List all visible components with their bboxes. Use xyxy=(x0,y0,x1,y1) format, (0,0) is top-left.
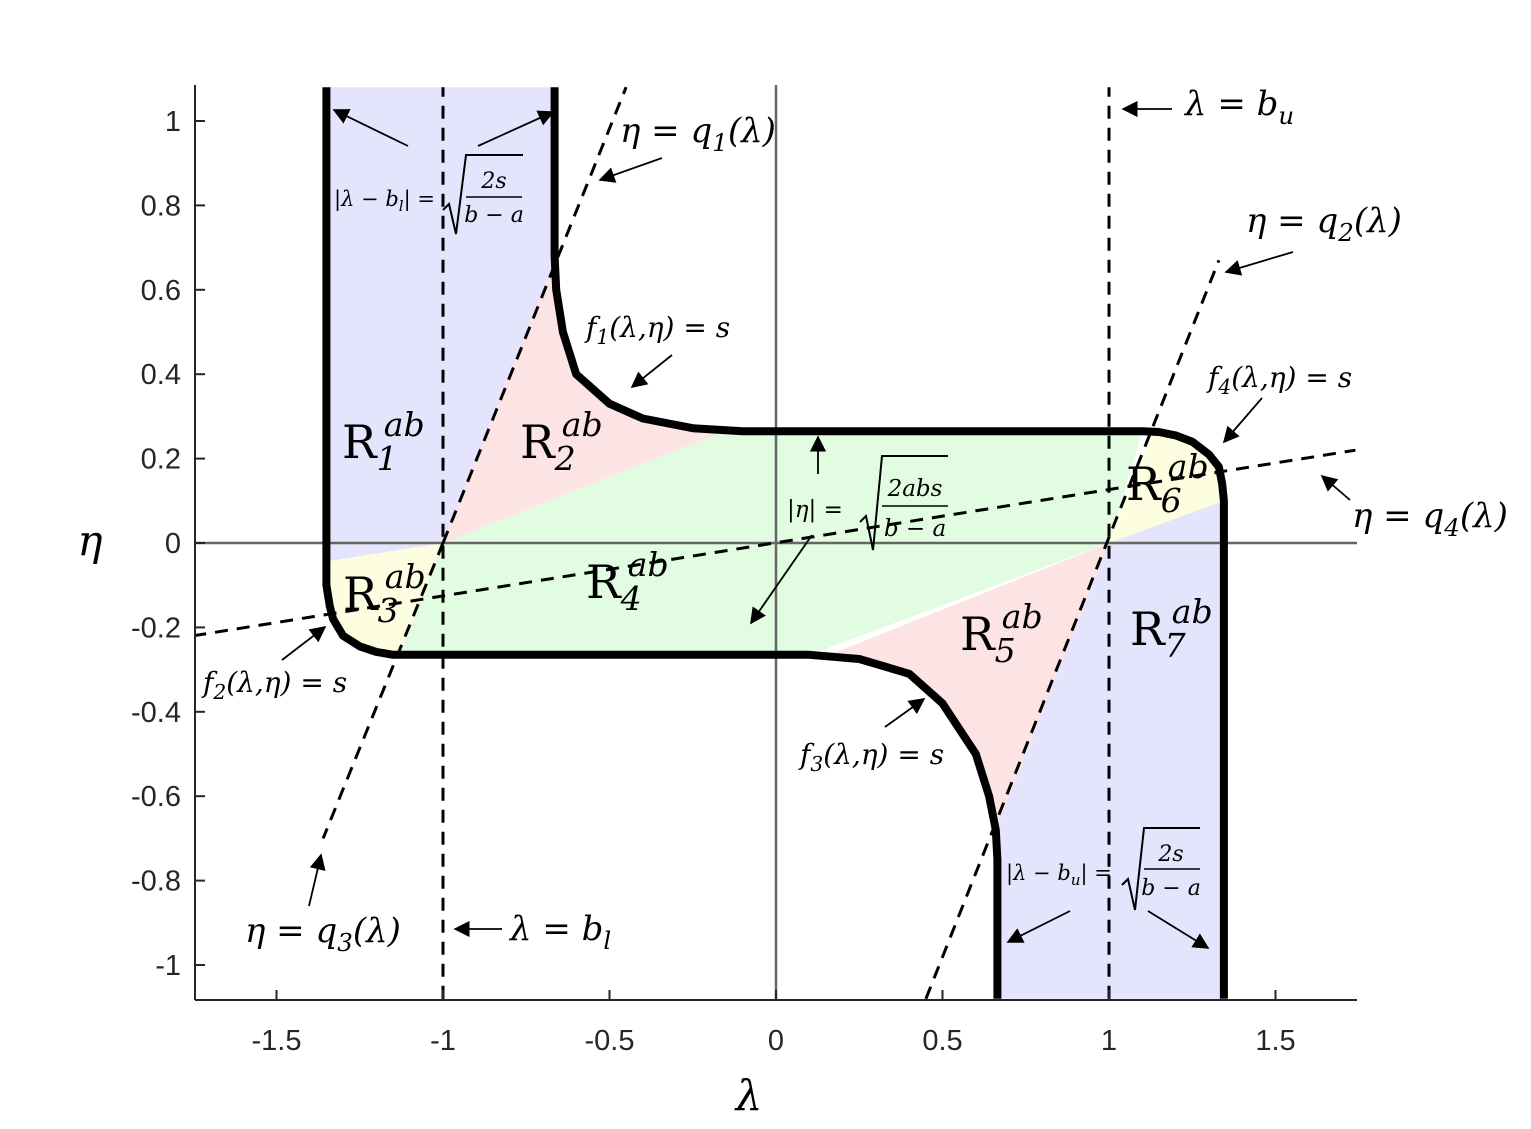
q2-annotation: η = q2(λ) xyxy=(1246,201,1402,247)
q4-annotation: η = q4(λ) xyxy=(1352,496,1508,542)
y-tick-label: 0.2 xyxy=(141,444,181,476)
line-q4 xyxy=(195,448,1356,638)
x-tick-label: 0.5 xyxy=(922,1025,962,1057)
abs-bu-annotation: |λ − bu| = xyxy=(1006,861,1112,889)
f4-annotation: f4(λ,η) = s xyxy=(1206,361,1352,399)
arrow-f3 xyxy=(884,698,926,728)
dashed-lines xyxy=(195,86,1356,1000)
line-annotations: η = q1(λ) η = q2(λ) η = q3(λ) η = q4(λ) … xyxy=(201,84,1508,957)
arrow-eta-down xyxy=(750,534,813,625)
f1-annotation: f1(λ,η) = s xyxy=(584,311,730,349)
q3-annotation: η = q3(λ) xyxy=(245,911,401,957)
region-label-r1: R1ab xyxy=(342,405,425,478)
y-tick-label: -0.4 xyxy=(131,697,181,729)
region-label-r3: R3ab xyxy=(343,557,426,630)
x-tick-label: 1 xyxy=(1101,1025,1117,1057)
b-l-annotation: λ = bl xyxy=(508,909,611,955)
frac-num-bl: 2s xyxy=(480,169,506,194)
frac-den-bl: b − a xyxy=(464,203,524,228)
region-label-r4: R4ab xyxy=(586,545,669,618)
boundary-curve-upper-left xyxy=(322,87,1002,999)
frac-num-bu: 2s xyxy=(1157,842,1183,867)
arrow-bu-right xyxy=(1147,910,1210,949)
region-r7-fill xyxy=(997,500,1224,999)
q1-annotation: η = q1(λ) xyxy=(620,111,776,157)
region-label-r5: R5ab xyxy=(960,597,1043,670)
line-q2 xyxy=(924,259,1221,1000)
boundary-curve-lower-right xyxy=(550,87,1228,999)
arrow-bu-left xyxy=(1006,910,1071,943)
line-q1 xyxy=(441,86,628,544)
region-r2-fill xyxy=(443,260,726,543)
frac-den-bu: b − a xyxy=(1141,876,1201,901)
annotation-arrows xyxy=(281,100,1351,949)
abs-eta-annotation: |η| = xyxy=(787,497,843,523)
region-label-r7: R7ab xyxy=(1130,592,1213,665)
sqrt-sign-bu xyxy=(1121,827,1200,911)
abs-bl-annotation: |λ − bl| = xyxy=(334,187,435,215)
arrow-bl-left xyxy=(332,109,409,147)
region-r6-fill xyxy=(1109,431,1224,543)
region-r3-fill xyxy=(326,543,443,655)
y-axis-label: η xyxy=(77,516,102,565)
region-label-r2: R2ab xyxy=(520,405,603,478)
x-tick-label: 1.5 xyxy=(1255,1025,1295,1057)
x-axis-label: λ xyxy=(734,1071,763,1120)
x-tick-label: -0.5 xyxy=(585,1025,635,1057)
y-tick-label: 0.6 xyxy=(141,275,181,307)
y-tick-label: -0.8 xyxy=(131,866,181,898)
y-tick-label: -0.2 xyxy=(131,612,181,644)
sqrt-sign-bl xyxy=(442,154,523,235)
arrow-f2 xyxy=(281,626,327,661)
y-tick-label: -0.6 xyxy=(131,781,181,813)
y-tick-label: 0 xyxy=(165,528,181,560)
y-tick-label: 0.4 xyxy=(141,359,181,391)
sqrt-sign-eta xyxy=(859,455,948,551)
frac-den-eta: b − a xyxy=(884,516,946,542)
x-tick-label: -1.5 xyxy=(252,1025,302,1057)
x-axis-ticks: -1.5 -1 -0.5 0 0.5 1 1.5 xyxy=(252,990,1296,1057)
arrow-q1 xyxy=(598,157,663,183)
f2-annotation: f2(λ,η) = s xyxy=(201,666,347,704)
x-tick-label: 0 xyxy=(768,1025,784,1057)
y-axis-ticks: 1 0.8 0.6 0.4 0.2 0 -0.2 -0.4 -0.6 -0.8 -1 xyxy=(131,106,205,982)
line-q3 xyxy=(321,542,445,839)
arrow-f1 xyxy=(630,354,673,389)
region-r1-fill xyxy=(326,87,555,562)
arrow-bl-right xyxy=(477,110,555,147)
frac-num-eta: 2abs xyxy=(887,476,943,502)
arrow-q3 xyxy=(308,853,326,907)
f3-annotation: f3(λ,η) = s xyxy=(798,738,944,776)
y-tick-label: -1 xyxy=(155,950,181,982)
region-r5-fill xyxy=(829,543,1109,826)
arrow-q4 xyxy=(1320,474,1351,501)
region-label-r6: R6ab xyxy=(1126,447,1209,520)
region-labels: R1ab R2ab R3ab R4ab R5ab R6ab R7ab xyxy=(342,405,1213,670)
b-u-annotation: λ = bu xyxy=(1183,84,1294,130)
arrow-f4 xyxy=(1222,397,1263,444)
arrow-q2 xyxy=(1224,251,1294,276)
y-tick-label: 0.8 xyxy=(141,190,181,222)
x-tick-label: -1 xyxy=(430,1025,456,1057)
y-tick-label: 1 xyxy=(165,106,181,138)
